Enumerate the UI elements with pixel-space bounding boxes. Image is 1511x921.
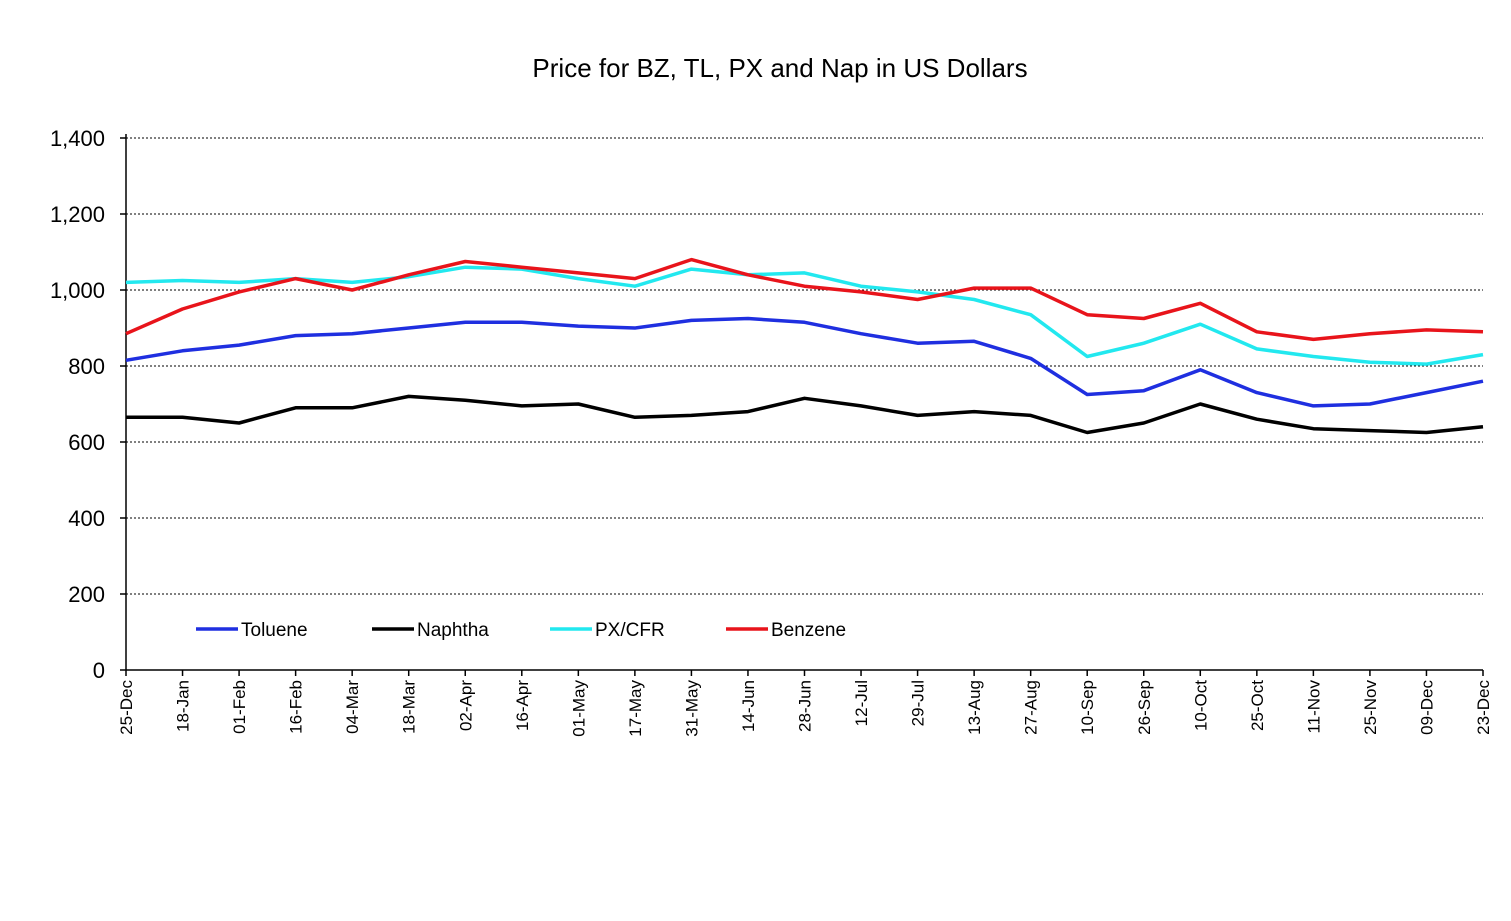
x-tick-label: 14-Jun: [739, 680, 758, 732]
x-tick-label: 10-Oct: [1191, 680, 1210, 731]
x-tick-label: 31-May: [682, 680, 701, 737]
x-tick-label: 26-Sep: [1135, 680, 1154, 735]
x-tick-label: 04-Mar: [343, 680, 362, 734]
x-tick-label: 23-Dec: [1474, 680, 1493, 735]
y-tick-label: 200: [68, 582, 105, 607]
grid: [126, 137, 1483, 595]
x-tick-label: 12-Jul: [852, 680, 871, 726]
series-line-benzene: [125, 257, 1484, 342]
series-line-px-cfr: [125, 265, 1484, 366]
x-tick-label: 28-Jun: [796, 680, 815, 732]
x-tick-label: 16-Apr: [513, 680, 532, 731]
y-tick-label: 1,000: [50, 278, 105, 303]
series-line-toluene: [125, 316, 1484, 408]
x-tick-label: 27-Aug: [1022, 680, 1041, 735]
x-tick-label: 16-Feb: [287, 680, 306, 734]
legend-label-naphtha: Naphtha: [417, 620, 489, 641]
x-tick-label: 02-Apr: [456, 680, 475, 731]
legend-label-toluene: Toluene: [241, 620, 308, 641]
x-tick-label: 29-Jul: [909, 680, 928, 726]
y-tick-label: 400: [68, 506, 105, 531]
x-tick-label: 01-Feb: [230, 680, 249, 734]
x-tick-label: 25-Oct: [1248, 680, 1267, 731]
x-tick-label: 11-Nov: [1304, 680, 1323, 734]
x-axis-ticks: 25-Dec 18-Jan 01-Feb 16-Feb 04-Mar 18-Mar 02-A…: [117, 670, 1493, 737]
legend: Toluene Naphtha PX/CFR Benzene: [196, 620, 846, 641]
x-tick-label: 13-Aug: [965, 680, 984, 735]
x-tick-label: 01-May: [569, 680, 588, 737]
x-tick-label: 18-Mar: [400, 680, 419, 734]
x-tick-label: 09-Dec: [1417, 680, 1436, 735]
y-axis-ticks: 0 200 400 600 800 1,000 1,200 1,400: [50, 126, 126, 683]
legend-label-px-cfr: PX/CFR: [595, 620, 665, 641]
y-tick-label: 0: [93, 658, 105, 683]
x-tick-label: 25-Nov: [1361, 680, 1380, 735]
chart-title: Price for BZ, TL, PX and Nap in US Dolla…: [532, 53, 1027, 83]
y-tick-label: 600: [68, 430, 105, 455]
legend-label-benzene: Benzene: [771, 620, 846, 641]
y-tick-label: 800: [68, 354, 105, 379]
y-tick-label: 1,400: [50, 126, 105, 151]
x-tick-label: 18-Jan: [174, 680, 193, 732]
x-tick-label: 17-May: [626, 680, 645, 737]
x-tick-label: 10-Sep: [1078, 680, 1097, 735]
y-tick-label: 1,200: [50, 202, 105, 227]
series-line-naphtha: [126, 394, 1484, 435]
x-tick-label: 25-Dec: [117, 680, 136, 735]
series-lines: [125, 257, 1484, 435]
